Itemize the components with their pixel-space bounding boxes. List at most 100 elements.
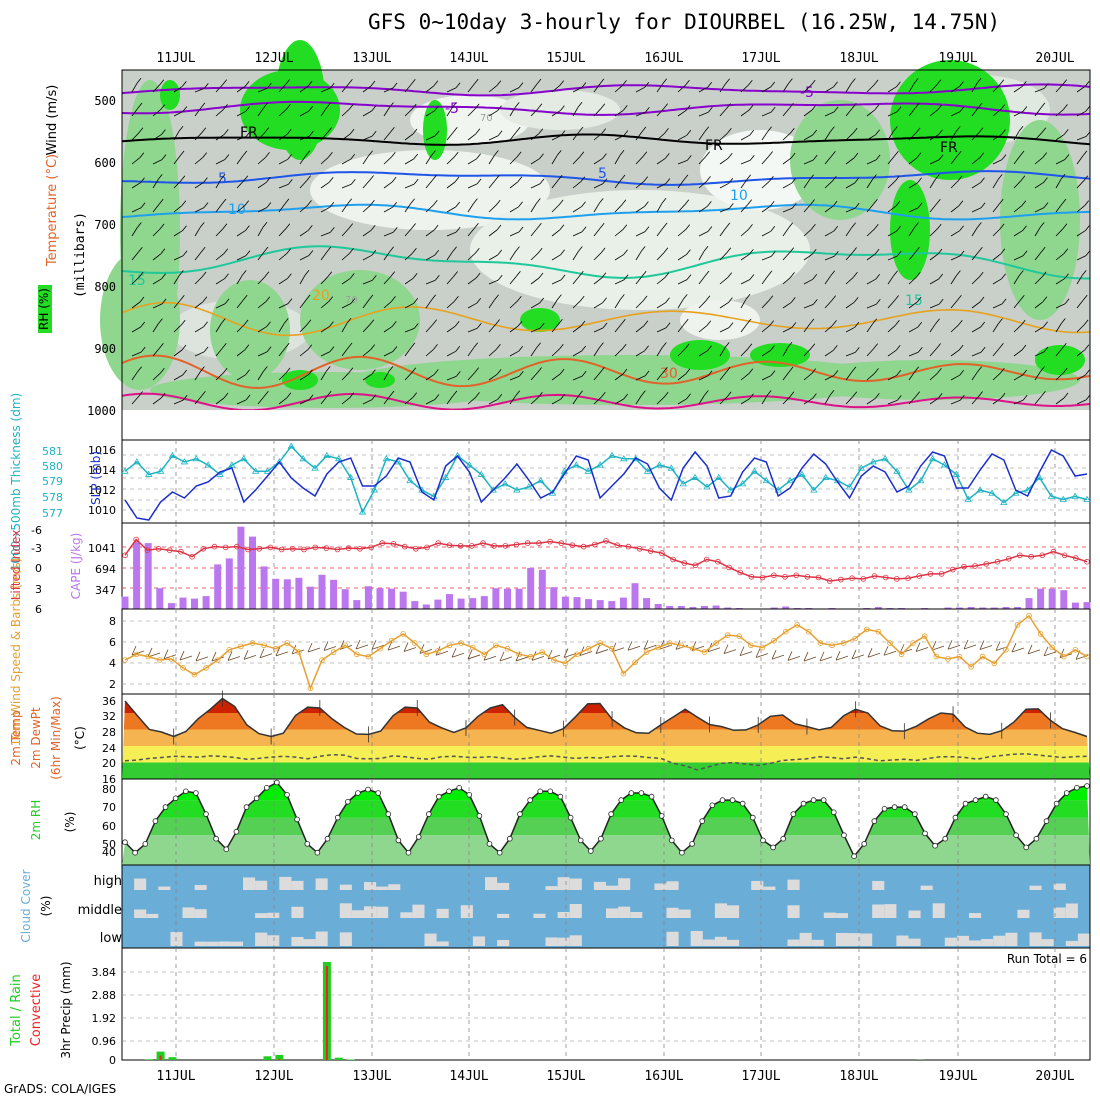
surface-wind-barb-flag xyxy=(499,651,505,662)
surface-wind-barb-flag xyxy=(419,644,425,654)
wind-barb-flag xyxy=(138,127,144,134)
surface-wind-barb-flag xyxy=(931,640,937,651)
cloud-gap xyxy=(702,939,715,946)
wind-barb-flag xyxy=(1085,394,1091,401)
wind-barb xyxy=(530,158,540,165)
wind-barb-flag xyxy=(1039,222,1045,228)
wind-barb-flag xyxy=(137,246,143,253)
temp-unit-label: (°C) xyxy=(73,726,87,750)
wind-tick-label: 8 xyxy=(109,615,116,628)
rh-series-point xyxy=(668,837,675,844)
wind-barb xyxy=(152,303,163,309)
wind-barb-flag xyxy=(497,130,503,137)
cape-bar xyxy=(1048,588,1056,609)
wind-barb xyxy=(908,207,919,213)
wind-barb xyxy=(299,399,310,405)
wind-barb-flag xyxy=(474,223,479,229)
wind-barb-flag xyxy=(917,202,923,209)
wind-barb-flag xyxy=(704,270,710,277)
wind-barb-flag xyxy=(181,81,187,87)
wind-barb-flag xyxy=(707,81,713,88)
cloud-gap xyxy=(230,941,243,946)
wind-barb-flag xyxy=(748,249,754,255)
wind-barb-flag xyxy=(370,200,375,206)
thickness-series-line xyxy=(124,445,1088,514)
wind-barb-flag xyxy=(537,367,542,373)
wind-barb-flag xyxy=(159,79,165,85)
cape-bar xyxy=(1071,602,1079,609)
surface-wind-barb-flag xyxy=(563,648,569,658)
wind-barb xyxy=(551,373,561,381)
wind-barb xyxy=(194,276,203,285)
surface-wind-barb xyxy=(275,651,289,657)
wind-barb-flag xyxy=(412,128,418,135)
wind-speed-series-point xyxy=(261,642,267,649)
rh-green-patch xyxy=(160,80,180,110)
cloud-gap xyxy=(339,903,352,918)
wind-barb-flag xyxy=(455,346,461,352)
rh-series-point xyxy=(912,811,918,817)
wind-barb-flag xyxy=(937,104,943,110)
contour-label: FR xyxy=(705,138,723,154)
wind-barb-flag xyxy=(434,394,440,400)
rh-series-point xyxy=(425,811,432,817)
wind-barb-flag xyxy=(685,224,691,230)
wind-barb xyxy=(299,85,309,93)
wind-barb xyxy=(908,252,916,261)
wind-barb-flag xyxy=(938,129,943,135)
wind-barb-flag xyxy=(812,154,818,161)
wind-barb-flag xyxy=(160,248,166,255)
wind-barb-flag xyxy=(329,346,335,352)
wind-barb-flag xyxy=(1063,248,1069,254)
wind-barb xyxy=(782,396,791,405)
wind-barb-flag xyxy=(497,105,502,111)
pressure-tick-label: 900 xyxy=(94,342,116,356)
wind-barb-flag xyxy=(980,346,986,353)
wind-barb xyxy=(740,299,747,309)
lifted-index-series-point xyxy=(222,544,229,551)
wind-barb xyxy=(992,84,1001,93)
wind-barb-flag xyxy=(1084,81,1090,87)
wind-barb xyxy=(551,229,561,237)
wind-barb-flag xyxy=(371,369,376,375)
wind-barb xyxy=(194,227,201,237)
surface-wind-barb-flag xyxy=(979,640,985,650)
wind-barb-flag xyxy=(286,248,292,254)
wind-barb-flag xyxy=(895,345,901,351)
wind-barb xyxy=(656,327,667,333)
thickness-series-point xyxy=(584,467,592,474)
cape-bar xyxy=(1083,602,1091,609)
grads-credit: GrADS: COLA/IGES xyxy=(4,1082,117,1096)
thickness-series-point xyxy=(299,455,307,462)
wind-barb xyxy=(236,275,243,285)
wind-barb xyxy=(425,324,433,333)
wind-barb xyxy=(131,326,141,333)
wind-barb xyxy=(761,395,768,405)
wind-barb xyxy=(698,231,709,237)
wind-barb-flag xyxy=(873,199,878,205)
wind-barb xyxy=(845,227,852,237)
wind-speed-series-point xyxy=(435,648,441,654)
wind-barb-flag xyxy=(266,202,272,208)
wind-barb xyxy=(1034,107,1042,117)
cape-bar xyxy=(179,597,187,609)
wind-barb xyxy=(992,109,1001,117)
wind-barb xyxy=(509,231,520,237)
wind-barb-flag xyxy=(833,81,838,88)
wind-barb-flag xyxy=(348,223,354,229)
wind-barb xyxy=(173,155,181,165)
wind-barb-flag xyxy=(1063,104,1068,110)
wind-barb xyxy=(236,136,247,141)
wind-barb xyxy=(656,133,665,141)
wind-barb-flag xyxy=(1084,200,1090,206)
cloud-gap xyxy=(1005,932,1018,946)
wind-barb xyxy=(488,299,495,309)
wind-barb-flag xyxy=(411,103,417,110)
wind-barb xyxy=(782,207,793,213)
contour-30c xyxy=(121,354,1091,389)
wind-barb xyxy=(362,324,371,333)
wind-barb-flag xyxy=(600,367,605,373)
cloud-gap xyxy=(569,903,582,918)
rh-series-point xyxy=(780,835,786,842)
wind-barb-flag xyxy=(432,319,438,325)
